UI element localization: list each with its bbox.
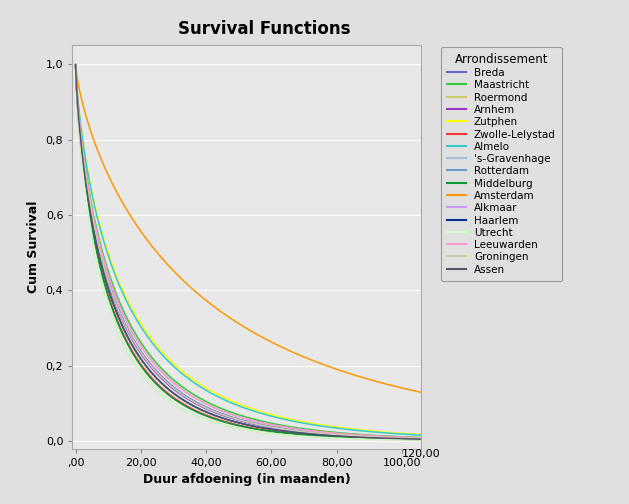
Y-axis label: Cum Survival: Cum Survival xyxy=(27,201,40,293)
Text: Survival Functions: Survival Functions xyxy=(178,20,350,38)
X-axis label: Duur afdoening (in maanden): Duur afdoening (in maanden) xyxy=(143,473,351,486)
Legend: Breda, Maastricht, Roermond, Arnhem, Zutphen, Zwolle-Lelystad, Almelo, 's-Graven: Breda, Maastricht, Roermond, Arnhem, Zut… xyxy=(440,46,562,281)
Text: 120,00: 120,00 xyxy=(402,449,441,459)
